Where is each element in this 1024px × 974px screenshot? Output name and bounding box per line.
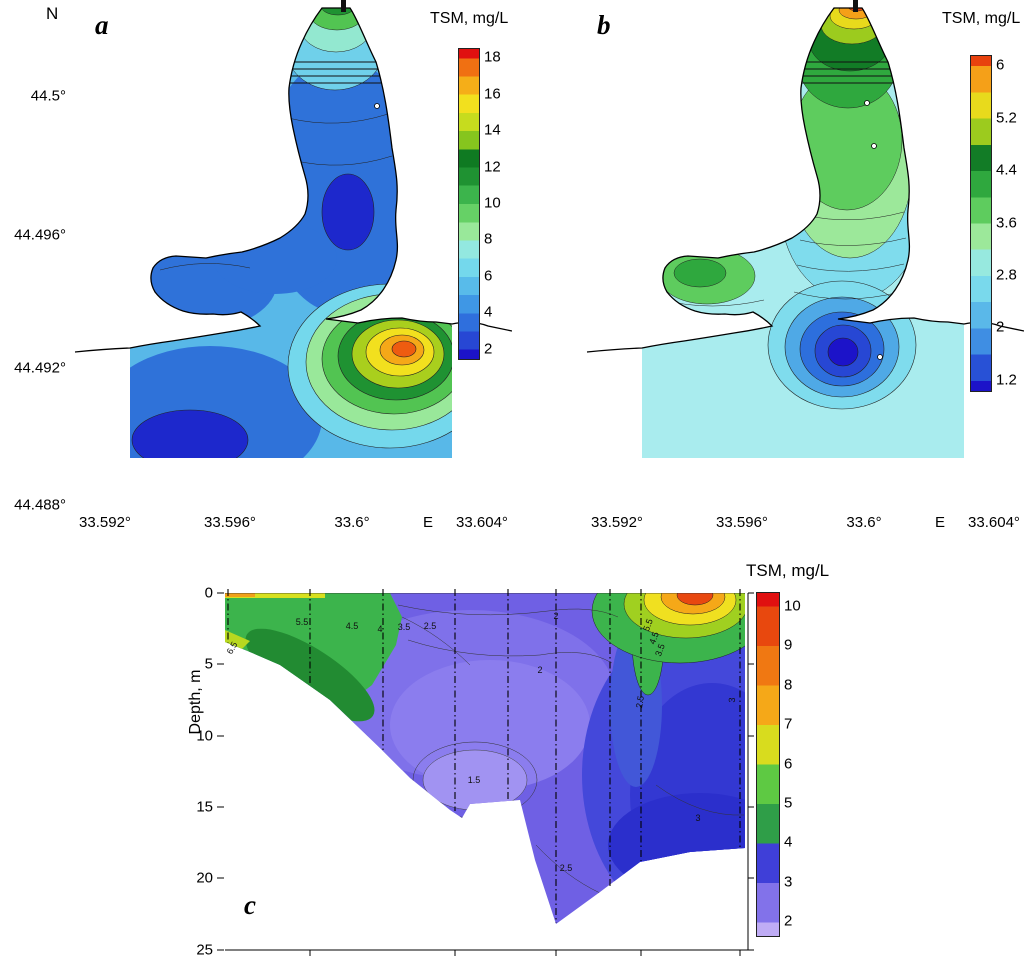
colorbar-tick: 4 [484,303,493,321]
panel-a-map [74,0,512,458]
north-axis-label: N [46,4,59,23]
depth-tick: 5 [204,655,213,673]
depth-tick: 10 [196,727,213,745]
station-mark [864,100,870,106]
colorbar-tick: 4.4 [996,161,1017,179]
panel-c: Depth, m c TSM, mg/L 0 5 10 15 20 25 10 … [0,545,1024,974]
contour-label: 1.5 [467,775,481,785]
colorbar-a [458,48,480,360]
colorbar-tick: 5 [784,794,793,812]
depth-tick: 15 [196,798,213,816]
colorbar-tick: 14 [484,121,501,139]
colorbar-tick: 6 [784,755,793,772]
contour-label: 5.5 [295,617,309,627]
colorbar-tick: 6 [996,56,1005,74]
colorbar-title-b: TSM, mg/L [942,10,1021,27]
section-axes [217,592,754,956]
panel-b-map [586,0,1024,458]
colorbar-tick: 18 [484,48,501,66]
station-mark [877,354,883,360]
colorbar-tick: 2 [784,912,793,930]
colorbar-tick: 10 [784,597,801,615]
colorbar-tick: 16 [484,85,501,103]
y-tick: 44.496° [14,226,66,244]
colorbar-tick: 5.2 [996,109,1017,127]
x-tick: 33.6° [334,514,370,531]
coastline-a [74,7,512,353]
contour-label: 4 [377,624,383,634]
contour-label: 2.5 [633,694,647,710]
colorbar-tick: 4 [784,833,793,851]
colorbar-tick: 2 [996,318,1005,336]
colorbar-tick: 1.2 [996,371,1017,389]
colorbar-ticks-b: 6 5.2 4.4 3.6 2.8 2 1.2 [996,55,1024,390]
contour-label: 4.5 [345,621,359,631]
colorbar-tick: 3.6 [996,214,1017,231]
colorbar-tick: 7 [784,715,793,733]
depth-tick: 25 [196,941,213,959]
colorbar-tick: 2.8 [996,266,1017,284]
colorbar-ticks-c: 10 9 8 7 6 5 4 3 2 [784,592,824,935]
colorbar-tick: 12 [484,158,501,176]
panel-b: b TSM, mg/L 33.592° 33.596° 33.6° E 33.6… [512,0,1024,545]
contour-label: 3.5 [397,622,411,632]
east-axis-label: E [934,514,946,531]
depth-tick: 0 [204,584,213,602]
panel-c-letter: c [244,890,256,920]
contour-label: 3 [695,813,701,823]
station-mark [374,103,380,109]
colorbar-tick: 3 [784,873,793,891]
x-tick: 33.596° [716,514,768,531]
colorbar-b [970,55,992,392]
colorbar-title-a: TSM, mg/L [430,10,509,27]
colorbar-tick: 8 [484,230,493,248]
colorbar-ticks-a: 18 16 14 12 10 8 6 4 2 [484,48,524,358]
colorbar-tick: 10 [484,194,501,212]
y-tick: 44.5° [30,87,66,105]
colorbar-tick: 6 [484,267,493,285]
y-tick: 44.488° [14,496,66,514]
colorbar-c [756,592,780,937]
colorbar-tick: 9 [784,636,793,654]
x-tick: 33.596° [204,514,256,531]
x-tick: 33.592° [591,514,643,531]
coastline-b [586,7,1024,353]
y-tick: 44.492° [14,359,66,377]
contour-label: 3 [726,697,738,703]
contour-label: 2.5 [559,863,573,873]
contour-label: 2.5 [423,621,437,631]
colorbar-tick: 8 [784,676,793,694]
colorbar-tick: 2 [484,340,493,358]
east-axis-label: E [422,514,434,531]
panel-a-letter: a [95,10,109,40]
x-tick: 33.604° [968,514,1020,531]
bay-head-mark [853,0,858,12]
station-profile-lines [227,589,741,923]
x-tick: 33.604° [456,514,508,531]
panel-a: N a TSM, mg/L 44.5° 44.496° 44.492° 44.4… [0,0,512,545]
bay-head-mark [341,0,346,12]
panel-b-letter: b [597,10,611,40]
depth-tick: 20 [196,869,213,887]
panel-c-section [217,589,754,956]
contour-label: 2 [553,611,559,621]
contour-label: 2 [537,665,543,675]
colorbar-title-c: TSM, mg/L [746,561,830,580]
x-tick: 33.592° [79,514,131,531]
station-mark [871,143,877,149]
x-tick: 33.6° [846,514,882,531]
